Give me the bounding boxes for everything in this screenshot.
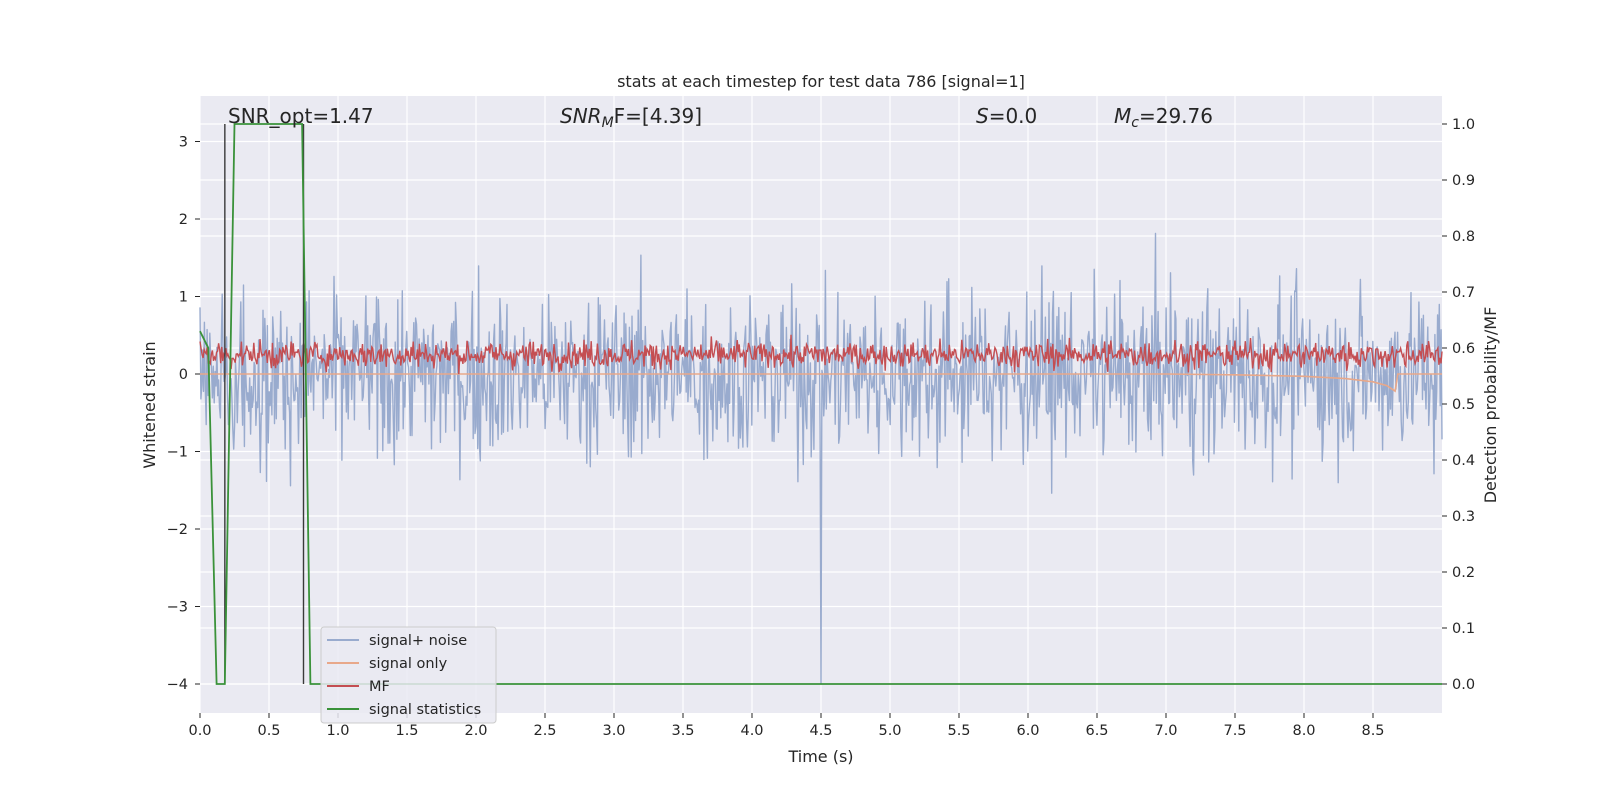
annotation-snr-mf-subscript: M xyxy=(602,115,614,131)
x-tick-label: 4.0 xyxy=(740,723,763,739)
y2-axis-label: Detection probability/MF xyxy=(1481,307,1500,504)
annotation-mc: Mc=29.76 xyxy=(1114,104,1213,131)
legend-label-mf: MF xyxy=(369,679,390,695)
x-tick-label: 0.5 xyxy=(257,723,280,739)
annotation-mc-value: =29.76 xyxy=(1139,104,1213,128)
legend-label-signal-only: signal only xyxy=(369,656,448,672)
x-axis-label: Time (s) xyxy=(787,747,853,766)
annotation-s-symbol: S xyxy=(976,104,989,128)
legend-label-signal-noise: signal+ noise xyxy=(369,633,467,649)
y-axis-label: Whitened strain xyxy=(140,341,159,468)
y-tick-label: 0 xyxy=(179,367,188,383)
y2-tick-label: 0.3 xyxy=(1452,509,1475,525)
y-tick-label: 1 xyxy=(179,290,188,306)
y2-tick-label: 0.8 xyxy=(1452,229,1475,245)
y2-tick-label: 0.0 xyxy=(1452,677,1475,693)
annotation-s-value: =0.0 xyxy=(989,104,1038,128)
legend: signal+ noise signal only MF signal stat… xyxy=(320,626,497,724)
legend-label-signal-statistics: signal statistics xyxy=(369,702,481,718)
series-mf xyxy=(199,334,1443,375)
x-tick-label: 6.5 xyxy=(1085,723,1108,739)
x-tick-label: 8.0 xyxy=(1292,723,1315,739)
series-layer xyxy=(199,123,1443,685)
x-tick-label: 3.5 xyxy=(671,723,694,739)
x-tick-label: 2.5 xyxy=(533,723,556,739)
y2-tick-label: 0.1 xyxy=(1452,621,1475,637)
annotation-snr-mf-value: F=[4.39] xyxy=(614,104,702,128)
annotation-snr-mf-symbol: SNR xyxy=(560,104,602,128)
series-signal-only xyxy=(200,373,1442,393)
chart-title: stats at each timestep for test data 786… xyxy=(617,72,1025,91)
y-axis-left: 3 2 1 0 −1 −2 −3 −4 xyxy=(167,135,200,693)
x-tick-label: 7.5 xyxy=(1223,723,1246,739)
y2-tick-label: 0.5 xyxy=(1452,397,1475,413)
y-tick-label: −2 xyxy=(167,522,188,538)
y2-tick-label: 1.0 xyxy=(1452,117,1475,133)
series-signal-statistics xyxy=(199,123,1442,685)
y-tick-label: −1 xyxy=(167,445,188,461)
y-tick-label: 2 xyxy=(179,212,188,228)
annotation-s: S=0.0 xyxy=(976,104,1037,128)
x-axis: 0.0 0.5 1.0 1.5 2.0 2.5 3.0 3.5 4.0 4.5 5.0 5.5 6.0 6… xyxy=(188,713,1385,739)
y2-tick-label: 0.2 xyxy=(1452,565,1475,581)
x-tick-label: 2.0 xyxy=(464,723,487,739)
annotation-mc-subscript: c xyxy=(1131,115,1139,131)
x-tick-label: 7.0 xyxy=(1154,723,1177,739)
y2-tick-label: 0.9 xyxy=(1452,173,1475,189)
x-tick-label: 5.5 xyxy=(947,723,970,739)
x-tick-label: 8.5 xyxy=(1361,723,1384,739)
y2-tick-label: 0.6 xyxy=(1452,341,1475,357)
annotation-snr-opt: SNR_opt=1.47 xyxy=(228,104,374,128)
y2-tick-label: 0.4 xyxy=(1452,453,1475,469)
x-tick-label: 4.5 xyxy=(809,723,832,739)
x-tick-label: 1.5 xyxy=(395,723,418,739)
x-tick-label: 0.0 xyxy=(188,723,211,739)
x-tick-label: 1.0 xyxy=(326,723,349,739)
y-tick-label: −4 xyxy=(167,677,188,693)
y-tick-label: 3 xyxy=(179,135,188,151)
x-tick-label: 6.0 xyxy=(1016,723,1039,739)
y-tick-label: −3 xyxy=(167,600,188,616)
y-axis-right: 1.0 0.9 0.8 0.7 0.6 0.5 0.4 0.3 0.2 0.1 0.0 xyxy=(1442,117,1475,693)
x-tick-label: 3.0 xyxy=(602,723,625,739)
x-tick-label: 5.0 xyxy=(878,723,901,739)
annotation-snr-mf: SNRMF=[4.39] xyxy=(560,104,702,131)
annotation-mc-symbol: M xyxy=(1114,104,1131,128)
y2-tick-label: 0.7 xyxy=(1452,285,1475,301)
legend-box xyxy=(320,626,497,724)
